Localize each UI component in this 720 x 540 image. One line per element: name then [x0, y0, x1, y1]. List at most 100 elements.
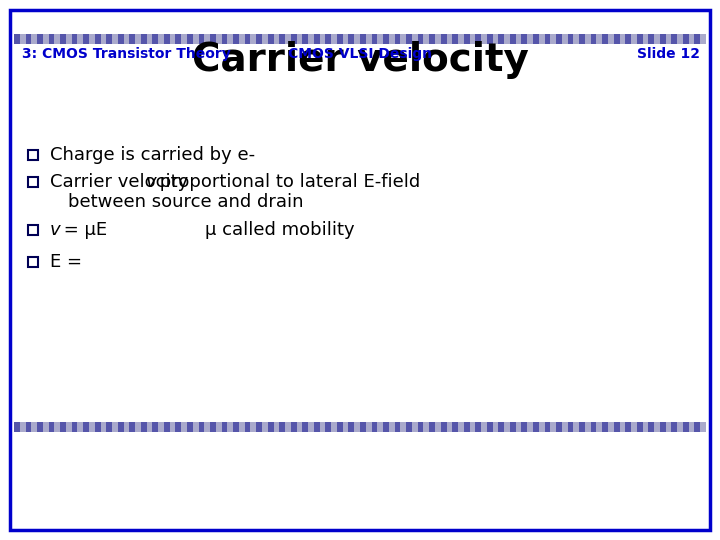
Bar [418, 34, 423, 44]
Bar [308, 422, 314, 432]
Bar [31, 34, 37, 44]
Bar [37, 34, 42, 44]
Bar [314, 34, 320, 44]
Bar [648, 422, 654, 432]
Bar [245, 422, 251, 432]
Bar [354, 34, 360, 44]
Bar [262, 422, 268, 432]
Bar [101, 34, 107, 44]
Bar [199, 422, 204, 432]
Bar [418, 422, 423, 432]
Bar [279, 422, 285, 432]
Bar [648, 34, 654, 44]
Bar [101, 422, 107, 432]
Bar [25, 34, 31, 44]
Bar [701, 34, 706, 44]
Bar [521, 34, 527, 44]
Bar [469, 422, 475, 432]
Bar [383, 34, 389, 44]
Bar [158, 422, 164, 432]
Bar [516, 34, 521, 44]
Bar [14, 422, 19, 432]
Bar [435, 422, 441, 432]
Text: CMOS VLSI Design: CMOS VLSI Design [288, 47, 432, 61]
Bar [406, 34, 412, 44]
Bar [199, 34, 204, 44]
Bar [366, 34, 372, 44]
Bar [701, 422, 706, 432]
Bar [556, 422, 562, 432]
Bar [660, 34, 665, 44]
Bar [608, 34, 613, 44]
Bar [164, 422, 170, 432]
Bar [498, 34, 504, 44]
Bar [28, 257, 38, 267]
Text: v: v [50, 221, 60, 239]
Bar [95, 34, 101, 44]
Bar [406, 422, 412, 432]
Bar [636, 422, 642, 432]
Text: E =: E = [50, 253, 82, 271]
Bar [193, 34, 199, 44]
Bar [325, 34, 331, 44]
Bar [492, 34, 498, 44]
Bar [28, 177, 38, 187]
Bar [331, 422, 337, 432]
Text: = μE: = μE [58, 221, 107, 239]
Bar [37, 422, 42, 432]
Bar [297, 34, 302, 44]
Bar [204, 422, 210, 432]
Bar [187, 422, 193, 432]
Bar [274, 34, 279, 44]
Bar [279, 34, 285, 44]
Bar [112, 34, 118, 44]
Bar [55, 422, 60, 432]
Bar [147, 34, 153, 44]
Bar [631, 422, 636, 432]
Bar [84, 34, 89, 44]
Bar [193, 422, 199, 432]
Bar [464, 422, 469, 432]
Bar [400, 422, 406, 432]
Bar [412, 422, 418, 432]
Bar [654, 34, 660, 44]
Bar [124, 34, 130, 44]
Bar [458, 422, 464, 432]
Bar [314, 422, 320, 432]
Bar [683, 34, 689, 44]
Bar [446, 34, 452, 44]
Bar [274, 422, 279, 432]
Bar [187, 34, 193, 44]
Bar [527, 422, 533, 432]
Bar [504, 34, 510, 44]
Bar [567, 422, 573, 432]
Bar [325, 422, 331, 432]
Bar [585, 422, 590, 432]
Bar [49, 422, 55, 432]
Bar [556, 34, 562, 44]
Bar [665, 422, 671, 432]
Bar [372, 34, 377, 44]
Bar [135, 422, 141, 432]
Bar [695, 422, 701, 432]
Bar [395, 422, 400, 432]
Bar [343, 422, 348, 432]
Bar [539, 34, 544, 44]
Bar [678, 34, 683, 44]
Bar [372, 422, 377, 432]
Bar [222, 34, 228, 44]
Bar [504, 422, 510, 432]
Bar [665, 34, 671, 44]
Bar [400, 34, 406, 44]
Bar [118, 34, 124, 44]
Bar [619, 34, 625, 44]
Bar [521, 422, 527, 432]
Bar [590, 34, 596, 44]
Bar [423, 422, 429, 432]
Bar [153, 34, 158, 44]
Bar [683, 422, 689, 432]
Bar [256, 422, 262, 432]
Bar [42, 422, 48, 432]
Bar [72, 422, 78, 432]
Bar [291, 34, 297, 44]
